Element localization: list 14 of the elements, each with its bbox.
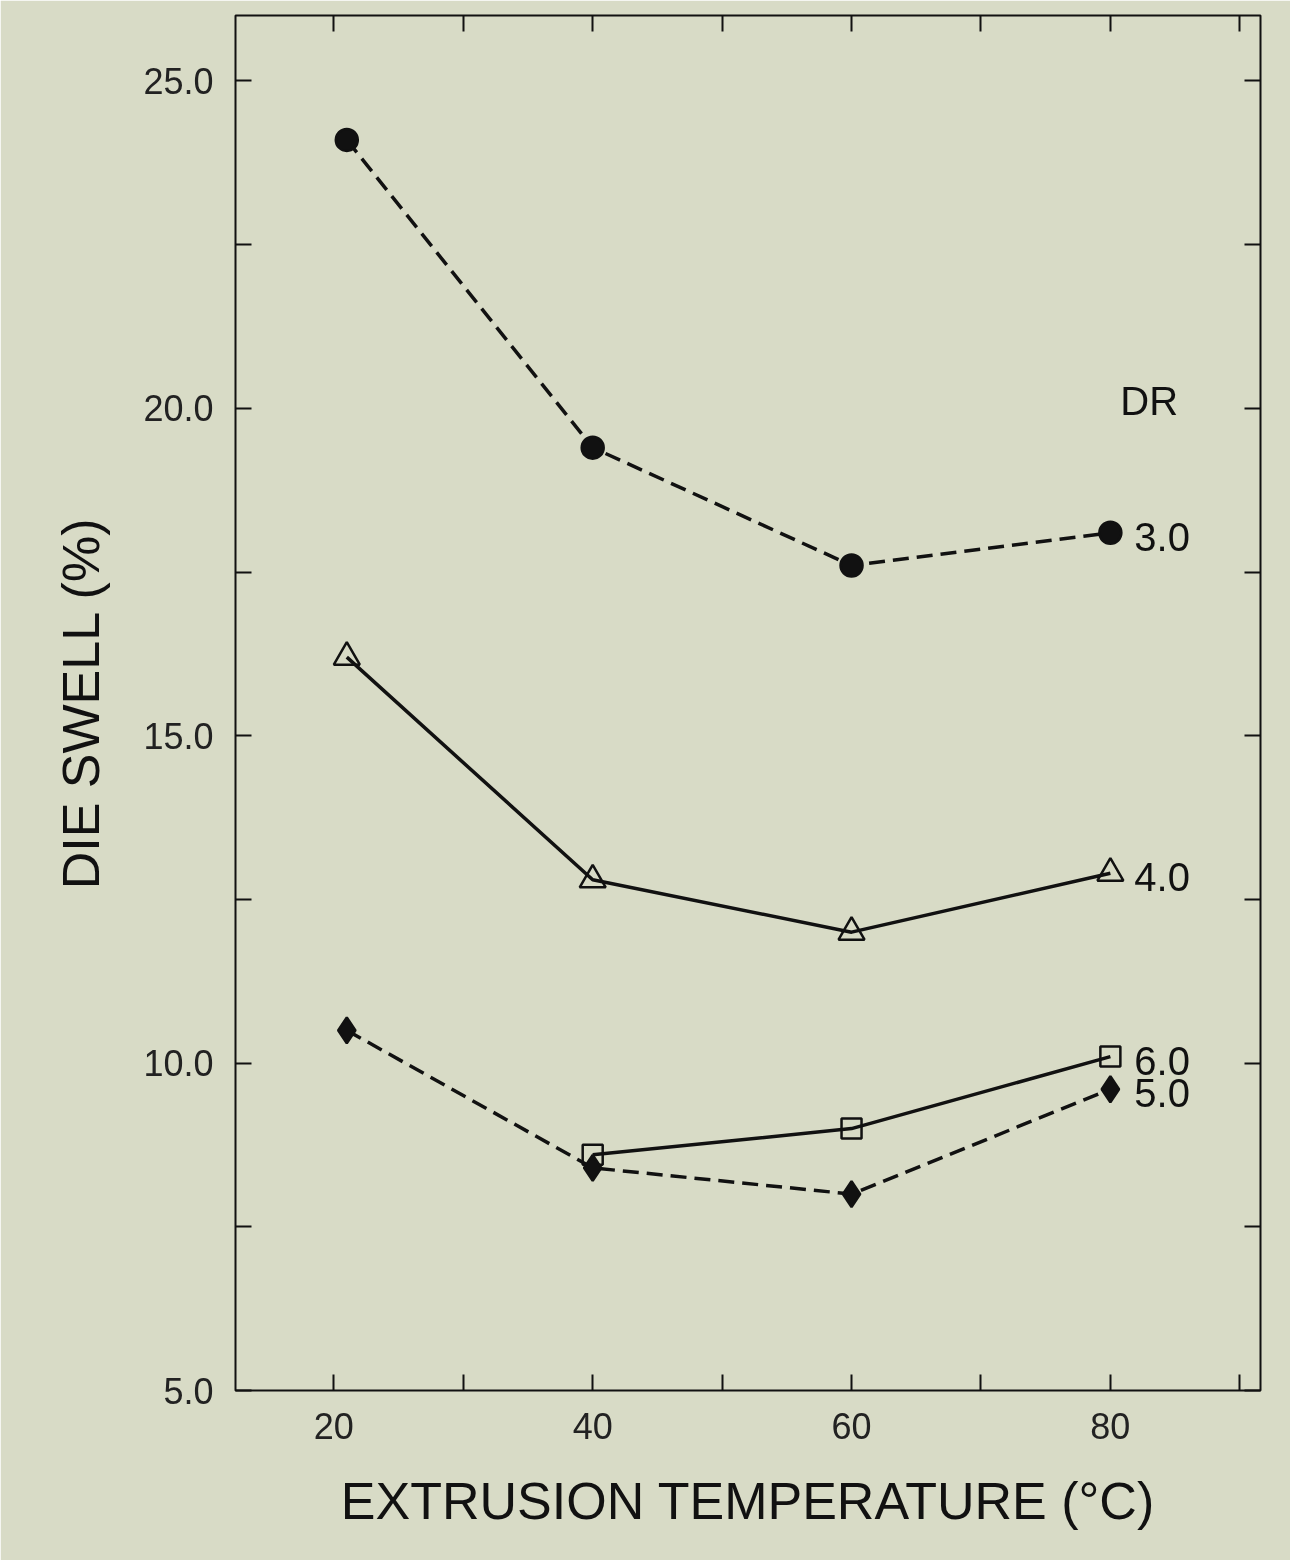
x-tick-label: 80 bbox=[1090, 1405, 1131, 1447]
series-label: 3.0 bbox=[1134, 514, 1190, 559]
y-tick-label: 5.0 bbox=[163, 1370, 214, 1412]
legend-title: DR bbox=[1120, 378, 1179, 423]
x-tick-label: 20 bbox=[313, 1405, 354, 1447]
y-axis-title: DIE SWELL (%) bbox=[52, 518, 111, 890]
y-tick-label: 15.0 bbox=[143, 715, 214, 757]
x-tick-label: 60 bbox=[831, 1405, 872, 1447]
y-tick-label: 20.0 bbox=[143, 388, 214, 430]
y-tick-label: 10.0 bbox=[143, 1043, 214, 1085]
legend-label: 4.0 bbox=[1134, 855, 1190, 900]
x-tick-label: 40 bbox=[572, 1405, 613, 1447]
y-tick-label: 25.0 bbox=[143, 60, 214, 102]
x-axis-title: EXTRUSION TEMPERATURE (°C) bbox=[340, 1471, 1155, 1530]
